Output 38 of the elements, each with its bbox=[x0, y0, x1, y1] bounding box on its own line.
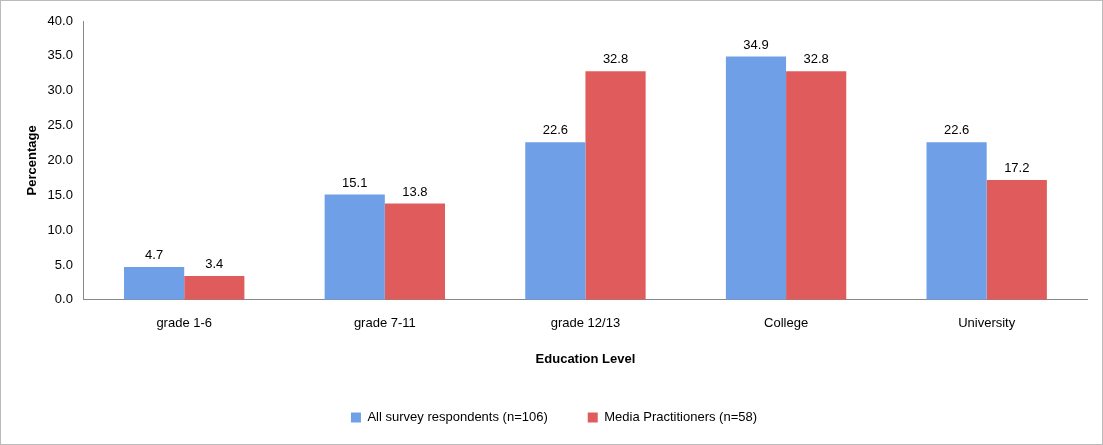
data-label: 22.6 bbox=[943, 122, 970, 138]
bar bbox=[725, 56, 787, 300]
x-tick-label: University bbox=[958, 315, 1016, 331]
y-tick-label: 15.0 bbox=[47, 186, 73, 202]
x-tick-label: grade 1-6 bbox=[156, 315, 213, 331]
data-label: 15.1 bbox=[342, 174, 368, 190]
bar bbox=[184, 276, 245, 300]
y-tick-label: 25.0 bbox=[47, 117, 73, 133]
bar bbox=[384, 203, 446, 300]
bar bbox=[986, 179, 1047, 300]
y-tick-label: 35.0 bbox=[47, 47, 73, 63]
y-tick-label: 20.0 bbox=[47, 151, 73, 167]
legend-label: Media Practitioners (n=58) bbox=[604, 409, 758, 425]
data-label: 4.7 bbox=[145, 247, 164, 263]
bar bbox=[324, 194, 385, 300]
data-label: 34.9 bbox=[743, 36, 769, 52]
x-tick-label: grade 7-11 bbox=[353, 315, 416, 331]
bar bbox=[786, 71, 847, 300]
legend-label: All survey respondents (n=106) bbox=[367, 409, 548, 425]
data-label: 32.8 bbox=[803, 51, 829, 67]
data-label: 22.6 bbox=[542, 122, 569, 138]
bar bbox=[525, 142, 586, 300]
x-axis-title: Education Level bbox=[535, 350, 636, 366]
bar bbox=[926, 142, 987, 300]
y-tick-label: 0.0 bbox=[54, 291, 73, 307]
x-tick-label: College bbox=[764, 315, 809, 331]
y-tick-label: 5.0 bbox=[54, 256, 73, 272]
data-label: 32.8 bbox=[602, 51, 629, 67]
y-axis-title: Percentage bbox=[24, 125, 40, 196]
bar bbox=[124, 267, 185, 300]
y-tick-label: 30.0 bbox=[47, 82, 73, 98]
data-label: 13.8 bbox=[402, 183, 428, 199]
x-tick-label: grade 12/13 bbox=[550, 315, 621, 331]
data-label: 3.4 bbox=[205, 256, 224, 272]
y-tick-label: 10.0 bbox=[47, 221, 73, 237]
data-label: 17.2 bbox=[1004, 159, 1030, 175]
y-tick-label: 40.0 bbox=[47, 12, 73, 28]
bar bbox=[585, 71, 646, 300]
